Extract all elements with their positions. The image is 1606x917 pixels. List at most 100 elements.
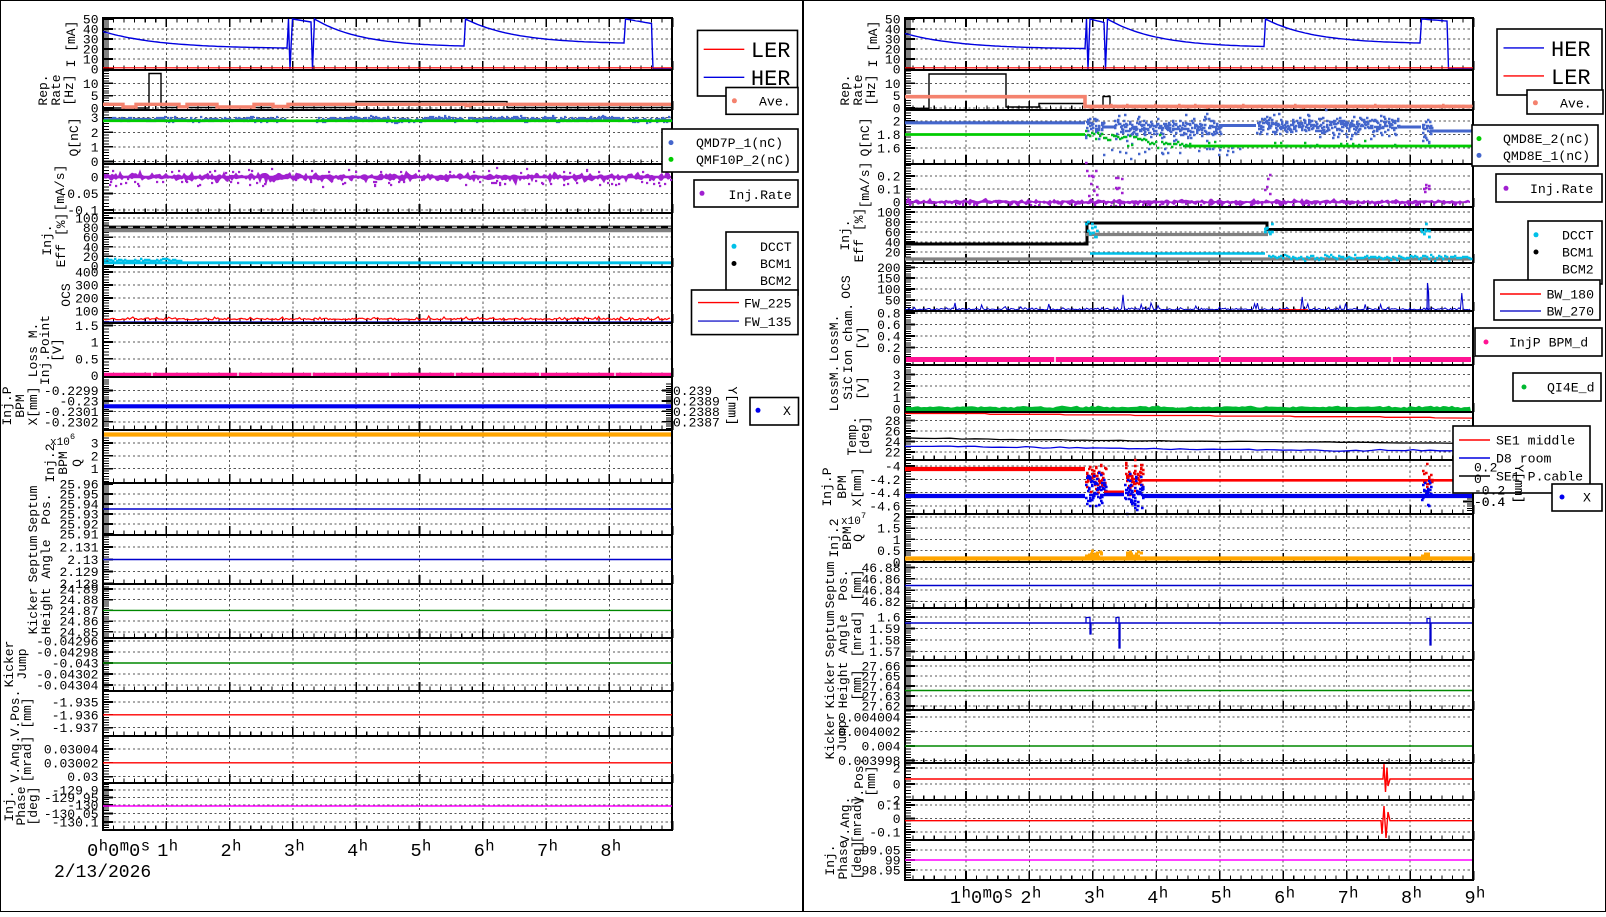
svg-text:h: h <box>1476 885 1485 903</box>
svg-text:-0.05: -0.05 <box>59 187 98 202</box>
svg-text:25.96: 25.96 <box>59 478 98 493</box>
svg-text:BCM2: BCM2 <box>1562 262 1594 277</box>
svg-text:[Hz]: [Hz] <box>864 74 879 105</box>
svg-text:-0.04304: -0.04304 <box>36 679 99 694</box>
svg-text:FW_135: FW_135 <box>744 315 792 330</box>
svg-text:0: 0 <box>91 155 99 170</box>
svg-text:99: 99 <box>885 854 901 869</box>
svg-text:h: h <box>422 838 431 856</box>
svg-text:1.59: 1.59 <box>869 622 900 637</box>
svg-text:2.13: 2.13 <box>67 553 98 568</box>
svg-text:0: 0 <box>893 353 901 368</box>
svg-text:1.8: 1.8 <box>877 128 900 143</box>
svg-text:Jump: Jump <box>15 648 30 679</box>
svg-text:8: 8 <box>600 841 611 862</box>
svg-text:46.88: 46.88 <box>861 561 900 576</box>
svg-text:Pos.: Pos. <box>39 493 54 524</box>
svg-text:3: 3 <box>91 437 99 452</box>
svg-text:LossM.: LossM. <box>827 315 842 362</box>
svg-text:-0.4: -0.4 <box>1474 495 1505 510</box>
svg-text:0.1: 0.1 <box>877 183 901 198</box>
svg-text:Q: Q <box>70 459 85 467</box>
svg-text:-130.05: -130.05 <box>44 807 99 822</box>
svg-text:DCCT: DCCT <box>760 240 792 255</box>
svg-text:28: 28 <box>885 414 901 429</box>
svg-text:LossM.: LossM. <box>827 365 842 412</box>
svg-text:5: 5 <box>893 89 901 104</box>
svg-text:-1.936: -1.936 <box>52 708 99 723</box>
svg-text:40: 40 <box>885 236 901 251</box>
svg-text:-0.2302: -0.2302 <box>44 415 99 430</box>
svg-text:25.91: 25.91 <box>59 528 98 543</box>
svg-text:0: 0 <box>971 888 982 909</box>
svg-text:-130.1: -130.1 <box>52 816 99 831</box>
svg-text:6: 6 <box>70 432 75 442</box>
svg-text:Q[nC]: Q[nC] <box>858 117 873 156</box>
svg-text:[deg]: [deg] <box>850 840 865 879</box>
svg-text:27.63: 27.63 <box>861 690 900 705</box>
svg-text:[mA/s]: [mA/s] <box>858 162 873 209</box>
svg-text:0: 0 <box>91 63 99 78</box>
svg-text:2: 2 <box>893 380 901 395</box>
svg-text:99.05: 99.05 <box>861 844 900 859</box>
svg-text:1.58: 1.58 <box>869 634 900 649</box>
svg-text:20: 20 <box>885 246 901 261</box>
svg-text:Angle: Angle <box>836 614 851 653</box>
svg-text:0: 0 <box>893 403 901 418</box>
svg-text:60: 60 <box>83 231 99 246</box>
svg-text:-0.2301: -0.2301 <box>44 405 99 420</box>
svg-text:h: h <box>612 838 621 856</box>
svg-text:m: m <box>120 838 129 856</box>
svg-text:OCS: OCS <box>59 283 74 307</box>
svg-text:-0.23: -0.23 <box>59 395 98 410</box>
svg-text:BPM: BPM <box>840 526 855 549</box>
svg-text:HER: HER <box>1551 38 1591 63</box>
svg-text:100: 100 <box>877 283 900 298</box>
svg-text:h: h <box>549 838 558 856</box>
svg-text:1.5: 1.5 <box>75 319 98 334</box>
svg-text:DCCT: DCCT <box>1562 228 1594 243</box>
svg-text:0: 0 <box>893 778 901 793</box>
svg-text:0.8: 0.8 <box>877 307 900 322</box>
svg-text:Inj.: Inj. <box>40 224 55 255</box>
svg-text:1.57: 1.57 <box>869 645 900 660</box>
svg-text:BCM1: BCM1 <box>1562 246 1594 261</box>
svg-text:-4: -4 <box>885 460 901 475</box>
svg-text:2: 2 <box>893 762 901 777</box>
svg-text:2.129: 2.129 <box>59 565 98 580</box>
svg-text:0.004: 0.004 <box>861 740 900 755</box>
svg-text:100: 100 <box>75 305 98 320</box>
svg-text:3: 3 <box>1084 888 1095 909</box>
svg-text:1: 1 <box>91 140 99 155</box>
svg-text:25.92: 25.92 <box>59 518 98 533</box>
svg-text:Ion cham.: Ion cham. <box>841 303 856 373</box>
svg-text:1.6: 1.6 <box>877 611 900 626</box>
svg-text:x10: x10 <box>841 516 861 528</box>
svg-text:Rep.: Rep. <box>36 74 51 105</box>
svg-text:1: 1 <box>893 533 901 548</box>
svg-text:[mm]: [mm] <box>20 697 35 728</box>
svg-text:1.6: 1.6 <box>877 142 900 157</box>
svg-text:2: 2 <box>893 115 901 130</box>
svg-text:[mrad]: [mrad] <box>850 797 865 844</box>
svg-text:Inj.Point: Inj.Point <box>38 315 53 385</box>
svg-text:Y[mm]: Y[mm] <box>725 386 740 425</box>
svg-text:1: 1 <box>91 462 99 477</box>
svg-text:30: 30 <box>885 33 901 48</box>
svg-text:D8 room: D8 room <box>1496 452 1551 467</box>
svg-text:0: 0 <box>91 260 99 275</box>
svg-text:200: 200 <box>877 261 900 276</box>
svg-text:V.Pos.: V.Pos. <box>852 758 867 805</box>
svg-text:22: 22 <box>885 446 901 461</box>
svg-text:0.5: 0.5 <box>75 352 98 367</box>
svg-text:SE1 P.cable: SE1 P.cable <box>1496 470 1583 485</box>
svg-text:2.131: 2.131 <box>59 541 98 556</box>
svg-text:BPM: BPM <box>13 394 28 417</box>
svg-text:Kicker: Kicker <box>26 588 41 635</box>
svg-text:46.84: 46.84 <box>861 584 900 599</box>
svg-text:0.6: 0.6 <box>877 318 900 333</box>
svg-text:X: X <box>1583 491 1591 506</box>
svg-text:27.64: 27.64 <box>861 680 900 695</box>
svg-text:Inj.2: Inj.2 <box>827 518 842 557</box>
svg-text:h: h <box>359 838 368 856</box>
